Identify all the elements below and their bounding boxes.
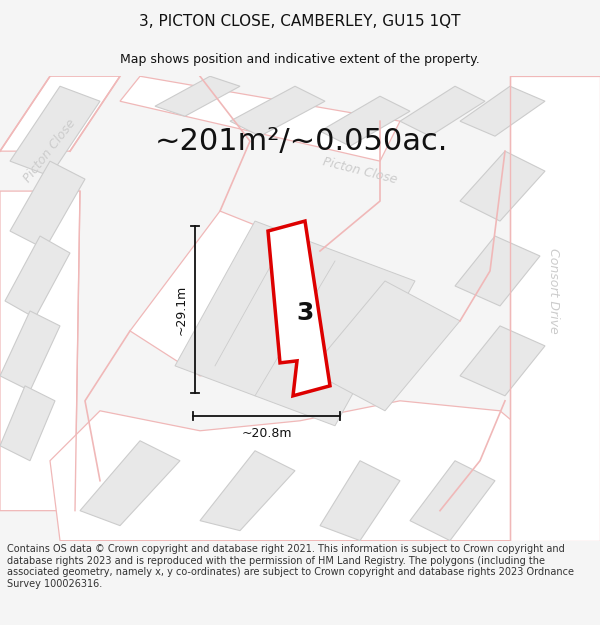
Text: Consort Drive: Consort Drive [547,248,560,334]
Polygon shape [268,221,330,396]
Polygon shape [410,461,495,541]
Polygon shape [5,236,70,318]
Polygon shape [230,86,325,136]
Polygon shape [80,441,180,526]
Polygon shape [0,311,60,391]
Text: ~29.1m: ~29.1m [175,284,187,334]
Polygon shape [455,236,540,306]
Polygon shape [120,76,400,161]
Polygon shape [460,326,545,396]
Polygon shape [155,76,240,116]
Polygon shape [320,96,410,146]
Text: Picton Close: Picton Close [22,117,79,185]
Text: 3: 3 [296,301,314,325]
Text: ~20.8m: ~20.8m [241,428,292,440]
Polygon shape [200,451,295,531]
Polygon shape [0,76,120,151]
Polygon shape [460,86,545,136]
Text: Map shows position and indicative extent of the property.: Map shows position and indicative extent… [120,53,480,66]
Polygon shape [460,151,545,221]
Polygon shape [0,386,55,461]
Polygon shape [510,76,600,541]
Polygon shape [10,161,85,249]
Polygon shape [320,461,400,541]
Polygon shape [400,86,485,136]
Text: 3, PICTON CLOSE, CAMBERLEY, GU15 1QT: 3, PICTON CLOSE, CAMBERLEY, GU15 1QT [139,14,461,29]
Text: ~201m²/~0.050ac.: ~201m²/~0.050ac. [155,127,448,156]
Polygon shape [0,191,80,511]
Polygon shape [130,211,320,376]
Polygon shape [175,221,415,426]
Polygon shape [310,281,460,411]
Polygon shape [10,86,100,176]
Text: Picton Close: Picton Close [322,156,398,187]
Polygon shape [50,401,560,541]
Text: Contains OS data © Crown copyright and database right 2021. This information is : Contains OS data © Crown copyright and d… [7,544,574,589]
